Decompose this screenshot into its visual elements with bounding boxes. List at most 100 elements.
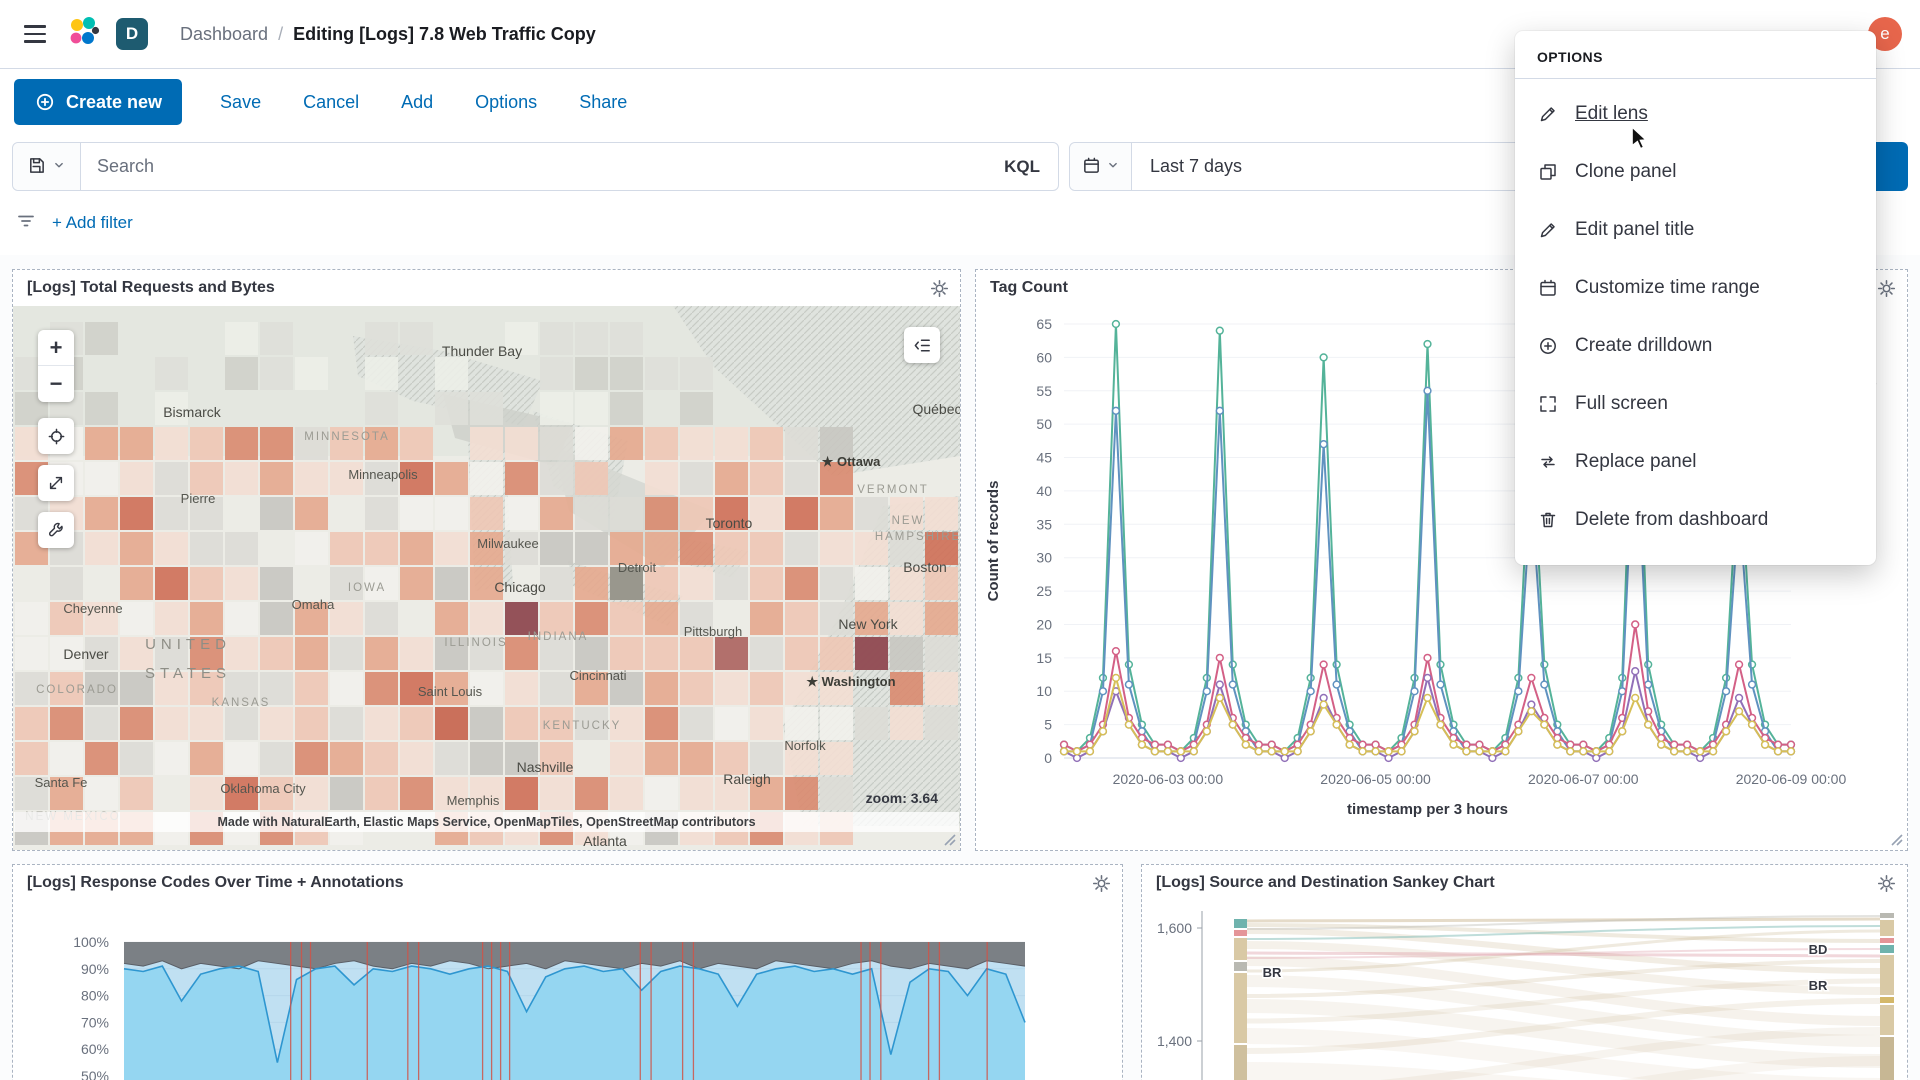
kql-selector[interactable]: KQL	[1004, 156, 1040, 176]
svg-text:★ Ottawa: ★ Ottawa	[822, 454, 881, 469]
svg-text:BR: BR	[1809, 978, 1828, 993]
options-menu-title: OPTIONS	[1537, 49, 1603, 65]
menu-item-edit-panel-title[interactable]: Edit panel title	[1515, 201, 1876, 259]
map-zoom-in-button[interactable]: +	[38, 330, 74, 366]
map-legend-toggle-button[interactable]	[904, 327, 940, 363]
fullscreen-icon	[1537, 393, 1559, 415]
svg-text:VERMONT: VERMONT	[857, 484, 929, 496]
create-new-button[interactable]: Create new	[14, 79, 183, 125]
map-attribution: Made with NaturalEarth, Elastic Maps Ser…	[14, 812, 959, 832]
map-locate-button[interactable]	[38, 418, 74, 454]
menu-item-label: Edit panel title	[1575, 219, 1695, 240]
svg-text:2020-06-07 00:00: 2020-06-07 00:00	[1528, 771, 1639, 787]
svg-text:Omaha: Omaha	[292, 597, 335, 612]
add-filter-link[interactable]: + Add filter	[52, 213, 133, 232]
svg-text:Milwaukee: Milwaukee	[477, 536, 538, 551]
svg-text:KENTUCKY: KENTUCKY	[543, 720, 622, 732]
sankey-chart: 1,600 1,400 BR BD BR	[1142, 901, 1907, 1080]
svg-text:Saint Louis: Saint Louis	[418, 684, 483, 699]
options-menu-items: Edit lens Clone panel Edit panel title Cust…	[1515, 79, 1876, 555]
saved-query-button[interactable]	[13, 143, 81, 190]
mouse-cursor	[1631, 126, 1648, 150]
toolbar-link-cancel[interactable]: Cancel	[303, 91, 360, 112]
svg-text:Detroit: Detroit	[618, 560, 657, 575]
svg-text:Norfolk: Norfolk	[784, 738, 826, 753]
date-quick-select-button[interactable]	[1070, 143, 1132, 190]
date-range-text[interactable]: Last 7 days	[1150, 156, 1243, 176]
panel-header: Tag Count	[976, 270, 1907, 306]
map-fit-bounds-button[interactable]	[38, 465, 74, 501]
pencil-icon	[1537, 219, 1559, 241]
menu-item-clone-panel[interactable]: Clone panel	[1515, 143, 1876, 201]
svg-text:0: 0	[1044, 750, 1052, 766]
chevron-down-icon	[52, 158, 66, 175]
panel-options-gear-icon[interactable]	[1088, 871, 1114, 897]
svg-text:Denver: Denver	[63, 646, 108, 662]
breadcrumb: Dashboard / Editing [Logs] 7.8 Web Traff…	[180, 24, 596, 45]
menu-item-label: Full screen	[1575, 393, 1668, 414]
panel-title: [Logs] Total Requests and Bytes	[27, 279, 275, 296]
svg-text:65: 65	[1036, 316, 1052, 332]
search-input[interactable]	[81, 156, 987, 177]
panel-options-gear-icon[interactable]	[1873, 871, 1899, 897]
menu-item-customize-time-range[interactable]: Customize time range	[1515, 259, 1876, 317]
panel-header: [Logs] Source and Destination Sankey Cha…	[1142, 865, 1907, 901]
panel-sankey: [Logs] Source and Destination Sankey Cha…	[1141, 864, 1908, 1080]
map-zoom-out-button[interactable]: −	[38, 366, 74, 402]
create-new-label: Create new	[66, 91, 163, 112]
menu-item-replace-panel[interactable]: Replace panel	[1515, 433, 1876, 491]
svg-text:Atlanta: Atlanta	[583, 833, 627, 849]
panel-header: [Logs] Response Codes Over Time + Annota…	[13, 865, 1122, 901]
nav-menu-toggle-icon[interactable]	[18, 19, 52, 49]
menu-item-full-screen[interactable]: Full screen	[1515, 375, 1876, 433]
copy-icon	[1537, 161, 1559, 183]
svg-text:UNITED: UNITED	[145, 636, 231, 653]
svg-text:New York: New York	[838, 616, 898, 632]
svg-text:timestamp per 3 hours: timestamp per 3 hours	[1347, 801, 1508, 818]
svg-text:50: 50	[1036, 416, 1052, 432]
toolbar-link-add[interactable]: Add	[401, 91, 434, 112]
svg-text:BD: BD	[1809, 942, 1828, 957]
panel-title: [Logs] Source and Destination Sankey Cha…	[1156, 874, 1495, 891]
plus-circle-icon	[34, 91, 56, 113]
svg-text:Boston: Boston	[903, 559, 947, 575]
toolbar-link-options[interactable]: Options	[475, 91, 538, 112]
svg-text:Pierre: Pierre	[181, 491, 216, 506]
panel-options-gear-icon[interactable]	[926, 276, 952, 302]
svg-text:Oklahoma City: Oklahoma City	[220, 781, 306, 796]
menu-item-create-drilldown[interactable]: Create drilldown	[1515, 317, 1876, 375]
svg-text:HAMPSHIRE: HAMPSHIRE	[875, 531, 960, 543]
menu-item-edit-lens[interactable]: Edit lens	[1515, 85, 1876, 143]
svg-text:50%: 50%	[81, 1068, 109, 1080]
svg-text:MINNESOTA: MINNESOTA	[304, 431, 390, 443]
svg-text:20: 20	[1036, 616, 1052, 632]
svg-text:30: 30	[1036, 550, 1052, 566]
menu-item-delete-from-dashboard[interactable]: Delete from dashboard	[1515, 491, 1876, 549]
svg-text:Québec: Québec	[912, 401, 960, 417]
toolbar-link-save[interactable]: Save	[220, 91, 262, 112]
svg-text:1,600: 1,600	[1157, 920, 1192, 936]
space-badge[interactable]: D	[116, 18, 148, 50]
panel-resize-handle[interactable]	[1890, 833, 1904, 847]
breadcrumb-dashboard[interactable]: Dashboard	[180, 23, 269, 44]
svg-text:100%: 100%	[73, 934, 109, 950]
plusCircle-icon	[1537, 335, 1559, 357]
elastic-logo	[68, 16, 100, 53]
toolbar-link-share[interactable]: Share	[579, 91, 628, 112]
svg-text:Memphis: Memphis	[447, 793, 500, 808]
replace-icon	[1537, 451, 1559, 473]
svg-text:60%: 60%	[81, 1041, 109, 1057]
panel-options-gear-icon[interactable]	[1873, 276, 1899, 302]
svg-text:STATES: STATES	[145, 665, 231, 682]
response-codes-chart: 100% 90% 80% 70% 60% 50%	[13, 901, 1122, 1080]
menu-item-label: Clone panel	[1575, 161, 1677, 182]
svg-text:Raleigh: Raleigh	[723, 771, 770, 787]
svg-text:Chicago: Chicago	[494, 579, 546, 595]
panel-resize-handle[interactable]	[943, 833, 957, 847]
map-tools-button[interactable]	[38, 512, 74, 548]
panel-options-menu: OPTIONS Edit lens Clone panel Edit panel t…	[1515, 31, 1876, 565]
svg-text:Toronto: Toronto	[706, 515, 753, 531]
svg-text:Count of records: Count of records	[985, 481, 1002, 602]
map-canvas[interactable]: Thunder Bay Bismarck MINNESOTA Minneapolis ★…	[13, 306, 960, 850]
map-controls: + −	[38, 330, 74, 548]
